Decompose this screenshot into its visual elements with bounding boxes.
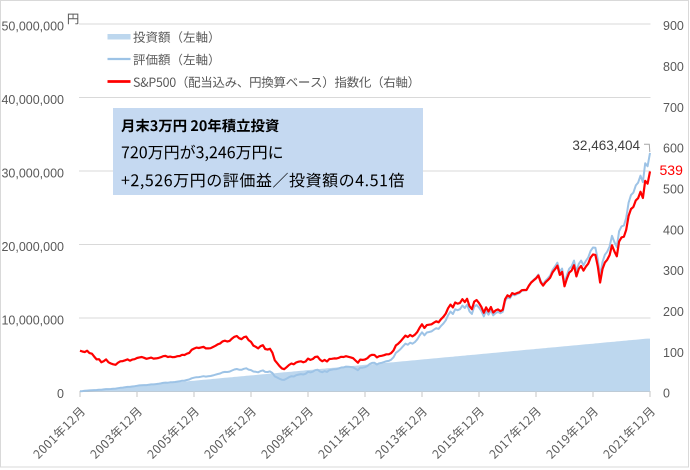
svg-text:200: 200 bbox=[663, 305, 684, 319]
svg-text:0: 0 bbox=[663, 387, 670, 401]
svg-text:40,000,000: 40,000,000 bbox=[1, 93, 64, 107]
svg-text:800: 800 bbox=[663, 60, 684, 74]
svg-text:30,000,000: 30,000,000 bbox=[1, 167, 64, 181]
svg-text:600: 600 bbox=[663, 142, 684, 156]
svg-text:32,463,404: 32,463,404 bbox=[572, 138, 640, 153]
svg-text:50,000,000: 50,000,000 bbox=[1, 20, 64, 34]
svg-text:10,000,000: 10,000,000 bbox=[1, 314, 64, 328]
svg-text:500: 500 bbox=[663, 183, 684, 197]
svg-text:539: 539 bbox=[660, 162, 684, 178]
svg-text:700: 700 bbox=[663, 101, 684, 115]
svg-text:100: 100 bbox=[663, 346, 684, 360]
svg-text:300: 300 bbox=[663, 264, 684, 278]
svg-text:20,000,000: 20,000,000 bbox=[1, 240, 64, 254]
svg-text:400: 400 bbox=[663, 223, 684, 237]
svg-text:0: 0 bbox=[57, 387, 64, 401]
svg-text:900: 900 bbox=[663, 19, 684, 33]
